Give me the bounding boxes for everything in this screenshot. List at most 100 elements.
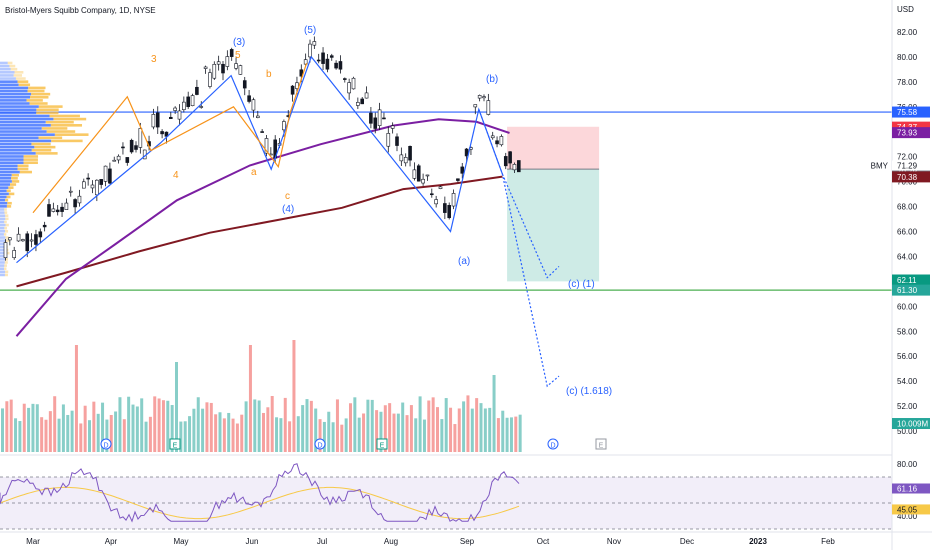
earnings-marker[interactable]: E bbox=[376, 438, 388, 450]
volume-profile-row bbox=[0, 186, 9, 189]
volume-profile-row bbox=[0, 155, 24, 158]
volume-bar bbox=[405, 415, 409, 452]
candle-body bbox=[477, 95, 482, 99]
candle-body bbox=[103, 165, 108, 182]
volume-bar bbox=[401, 402, 405, 452]
volume-profile-row bbox=[0, 71, 15, 74]
projection-ext-path[interactable] bbox=[478, 109, 560, 388]
candle-body bbox=[356, 102, 360, 106]
volume-profile-row bbox=[46, 130, 76, 133]
candle-body bbox=[134, 145, 138, 150]
volume-bar bbox=[270, 396, 274, 452]
candle-body bbox=[86, 177, 90, 180]
ma-mid-line[interactable] bbox=[15, 118, 510, 337]
candle-body bbox=[16, 233, 21, 242]
candle-body bbox=[373, 117, 378, 129]
rsi-badge[interactable] bbox=[892, 504, 930, 515]
projection-path[interactable] bbox=[501, 173, 560, 279]
volume-profile-row bbox=[0, 83, 19, 87]
volume-profile-row bbox=[4, 273, 8, 277]
volume-profile-row bbox=[4, 264, 7, 267]
price-badge[interactable] bbox=[892, 284, 930, 296]
candle-body bbox=[203, 66, 208, 69]
wave-label: a bbox=[251, 167, 257, 178]
candle-body bbox=[68, 190, 73, 193]
marker-letter: D bbox=[103, 443, 108, 450]
price-badge[interactable] bbox=[892, 171, 930, 183]
price-badge[interactable] bbox=[892, 127, 930, 139]
wave-label: 3 bbox=[151, 54, 157, 65]
volume-profile-row bbox=[0, 111, 37, 115]
volume-bar bbox=[253, 399, 257, 452]
volume-profile-row bbox=[5, 217, 9, 221]
volume-bar bbox=[501, 410, 505, 452]
volume-bar bbox=[118, 397, 122, 452]
rsi-badge-label: 45.05 bbox=[897, 505, 918, 514]
price-badge[interactable] bbox=[892, 106, 930, 118]
blue-impulse-path[interactable] bbox=[16, 55, 503, 264]
candle-body bbox=[390, 125, 395, 129]
price-badge[interactable] bbox=[892, 274, 930, 286]
earnings-marker[interactable]: E bbox=[169, 438, 181, 450]
target-zone[interactable] bbox=[507, 169, 600, 282]
price-badge-label: 70.38 bbox=[897, 173, 918, 182]
candle-body bbox=[321, 52, 325, 64]
plot-background bbox=[0, 0, 892, 550]
wave-label: 5 bbox=[235, 50, 241, 61]
volume-bar bbox=[344, 418, 348, 452]
volume-profile-row bbox=[0, 152, 36, 155]
price-badge-label: 61.30 bbox=[897, 286, 918, 295]
volume-bar bbox=[466, 395, 470, 452]
volume-bar bbox=[105, 419, 109, 452]
candle-body bbox=[264, 138, 269, 154]
volume-bar bbox=[153, 396, 157, 452]
candle-body bbox=[3, 242, 8, 258]
dividend-marker[interactable]: D bbox=[547, 438, 559, 450]
price-tick-label: 64.00 bbox=[897, 252, 918, 261]
earnings-marker[interactable]: E bbox=[595, 438, 607, 450]
marker-shape bbox=[547, 438, 559, 450]
candle-body bbox=[486, 100, 491, 115]
volume-bar bbox=[505, 417, 509, 452]
volume-bar bbox=[436, 407, 439, 452]
volume-profile-row bbox=[0, 158, 24, 161]
volume-bar bbox=[57, 418, 61, 452]
volume-profile-row bbox=[23, 158, 38, 161]
candle-body bbox=[90, 184, 95, 189]
marker-letter: D bbox=[317, 443, 322, 450]
last-price-badge[interactable] bbox=[892, 160, 930, 171]
volume-bar bbox=[301, 405, 305, 452]
volume-profile-row bbox=[0, 127, 42, 130]
candle-body bbox=[342, 78, 347, 80]
price-tick-label: 56.00 bbox=[897, 352, 918, 361]
stop-zone[interactable] bbox=[507, 126, 600, 170]
rsi-line[interactable] bbox=[0, 463, 520, 523]
volume-profile-row bbox=[0, 273, 5, 277]
volume-profile-row bbox=[0, 167, 18, 171]
volume-profile-row bbox=[0, 80, 18, 83]
volume-bar bbox=[422, 419, 426, 452]
candle-body bbox=[429, 193, 434, 196]
dividend-marker[interactable]: D bbox=[100, 438, 112, 450]
volume-bar bbox=[462, 401, 466, 452]
volume-bar bbox=[292, 340, 296, 452]
candle-body bbox=[329, 55, 334, 58]
candle-body bbox=[82, 181, 86, 189]
volume-bar bbox=[235, 423, 239, 452]
ma-long-line[interactable] bbox=[16, 175, 503, 288]
candle-body bbox=[338, 61, 343, 70]
orange-sub-path[interactable] bbox=[32, 63, 308, 214]
volume-bar bbox=[483, 408, 487, 452]
volume-bar bbox=[109, 414, 113, 452]
volume-profile-row bbox=[0, 139, 52, 143]
dividend-marker[interactable]: D bbox=[314, 438, 326, 450]
price-badge[interactable] bbox=[892, 418, 930, 430]
volume-profile-row bbox=[0, 120, 46, 124]
rsi-badge[interactable] bbox=[892, 483, 930, 494]
volume-bar bbox=[5, 401, 9, 452]
volume-bar bbox=[449, 407, 453, 452]
volume-profile-row bbox=[6, 189, 11, 193]
volume-bar bbox=[83, 405, 87, 452]
candle-body bbox=[208, 72, 212, 87]
